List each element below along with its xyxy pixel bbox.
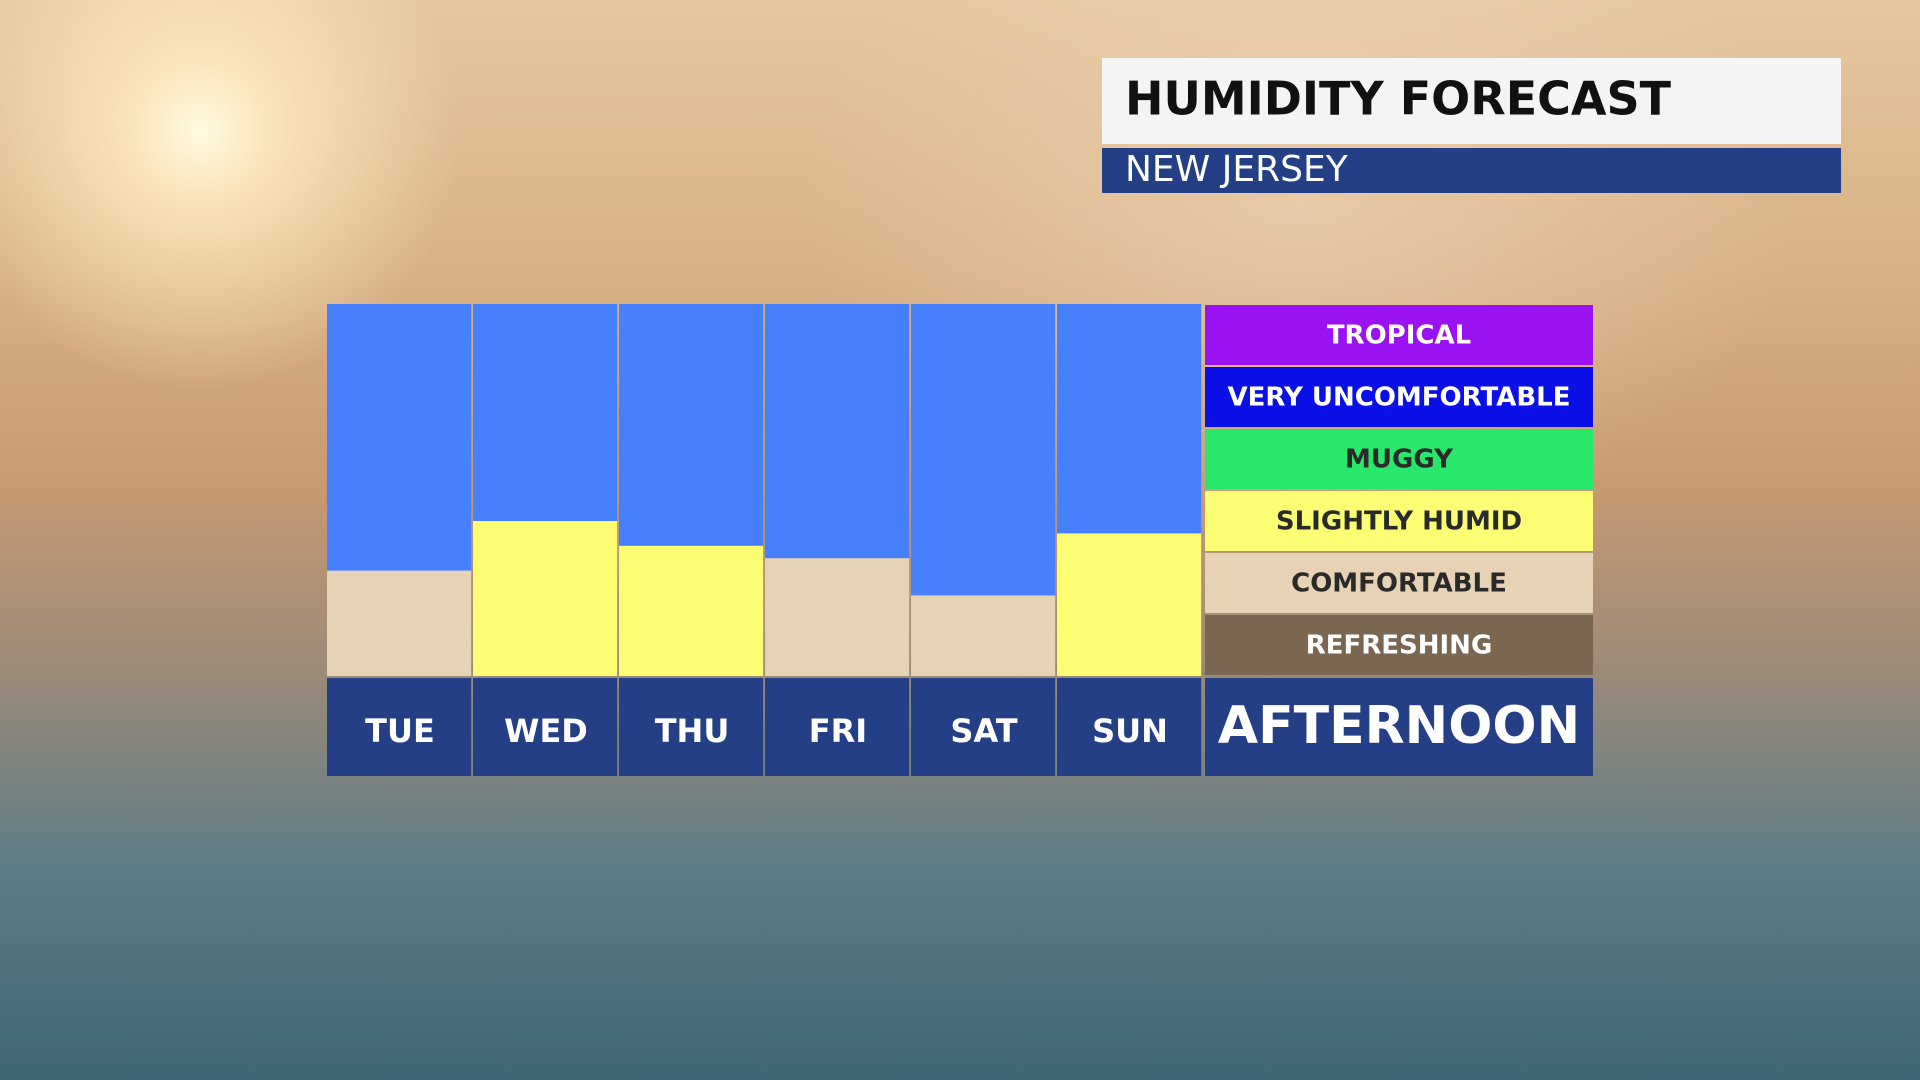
legend-swatch — [1205, 429, 1593, 489]
title-box — [1102, 58, 1841, 144]
legend-label: VERY UNCOMFORTABLE — [1228, 383, 1571, 413]
day-box — [911, 678, 1056, 776]
x-tick-label: WED — [504, 712, 588, 750]
x-tick-label: SAT — [950, 712, 1017, 750]
subtitle: NEW JERSEY — [1125, 149, 1349, 190]
legend-swatch — [1205, 367, 1593, 427]
day-box — [619, 678, 764, 776]
bar — [473, 521, 618, 676]
legend-label: REFRESHING — [1306, 631, 1493, 661]
subtitle-box — [1102, 148, 1841, 193]
bar — [911, 595, 1056, 676]
bar — [765, 558, 910, 676]
bar — [619, 545, 764, 676]
period-box — [1205, 678, 1593, 776]
bar — [1057, 533, 1202, 676]
legend-label: TROPICAL — [1327, 321, 1471, 351]
day-box — [327, 678, 472, 776]
day-box — [473, 678, 618, 776]
legend-label: MUGGY — [1345, 445, 1454, 475]
legend-swatch — [1205, 491, 1593, 551]
legend-label: COMFORTABLE — [1291, 569, 1507, 599]
legend-swatch — [1205, 553, 1593, 613]
legend-swatch — [1205, 615, 1593, 675]
legend-swatch — [1205, 305, 1593, 365]
bar — [327, 570, 472, 676]
x-tick-label: TUE — [365, 712, 435, 750]
chart-title: HUMIDITY FORECAST — [1125, 72, 1672, 126]
day-box — [1057, 678, 1202, 776]
day-box — [765, 678, 910, 776]
x-tick-label: SUN — [1092, 712, 1168, 750]
x-tick-label: FRI — [809, 712, 867, 750]
period-label: AFTERNOON — [1218, 696, 1580, 756]
x-tick-label: THU — [655, 712, 730, 750]
legend-label: SLIGHTLY HUMID — [1276, 507, 1522, 537]
